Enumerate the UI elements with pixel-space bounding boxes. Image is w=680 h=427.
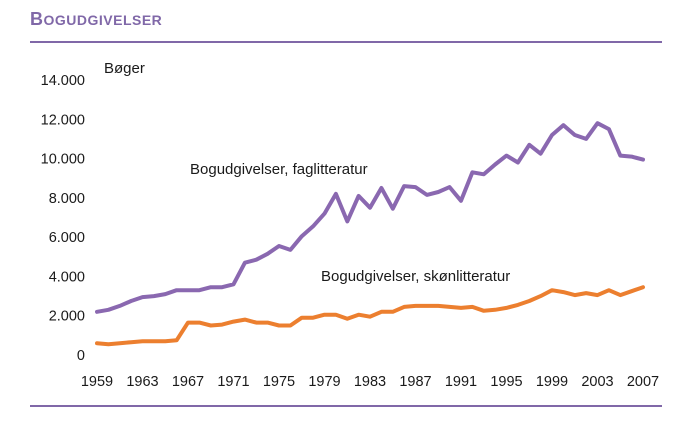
- x-tick-label: 1971: [217, 374, 249, 390]
- x-tick-label: 1959: [81, 374, 113, 390]
- y-tick-label: 2.000: [49, 309, 85, 325]
- y-tick-label: 14.000: [41, 73, 85, 89]
- x-tick-label: 1979: [308, 374, 340, 390]
- x-tick-label: 1999: [536, 374, 568, 390]
- x-tick-label: 1963: [126, 374, 158, 390]
- y-axis: 0 2.000 4.000 6.000 8.000 10.000 12.000 14.000: [41, 73, 85, 364]
- x-tick-label: 1975: [263, 374, 295, 390]
- y-tick-label: 6.000: [49, 230, 85, 246]
- y-tick-label: 8.000: [49, 191, 85, 207]
- y-axis-label: Bøger: [104, 60, 145, 77]
- x-tick-label: 1967: [172, 374, 204, 390]
- top-rule: [30, 41, 662, 43]
- x-tick-label: 1991: [445, 374, 477, 390]
- series-label-skonlitteratur: Bogudgivelser, skønlitteratur: [321, 268, 510, 285]
- chart-title: BOGUDGIVELSER: [30, 9, 163, 29]
- bottom-rule: [30, 405, 662, 407]
- series-line-faglitteratur: [95, 121, 645, 314]
- y-tick-label: 4.000: [49, 269, 85, 285]
- x-tick-label: 2007: [627, 374, 659, 390]
- x-tick-label: 2003: [581, 374, 613, 390]
- series-label-faglitteratur: Bogudgivelser, faglitteratur: [190, 161, 368, 178]
- x-tick-label: 1983: [354, 374, 386, 390]
- y-tick-label: 12.000: [41, 112, 85, 128]
- x-tick-label: 1995: [490, 374, 522, 390]
- series-line-skonlitteratur: [95, 285, 645, 347]
- x-tick-label: 1987: [399, 374, 431, 390]
- series-layer: [95, 121, 645, 347]
- x-axis: 1959 1963 1967 1971 1975 1979 1983 1987 1991 1995…: [81, 374, 659, 390]
- y-tick-label: 10.000: [41, 152, 85, 168]
- y-tick-label: 0: [77, 348, 85, 364]
